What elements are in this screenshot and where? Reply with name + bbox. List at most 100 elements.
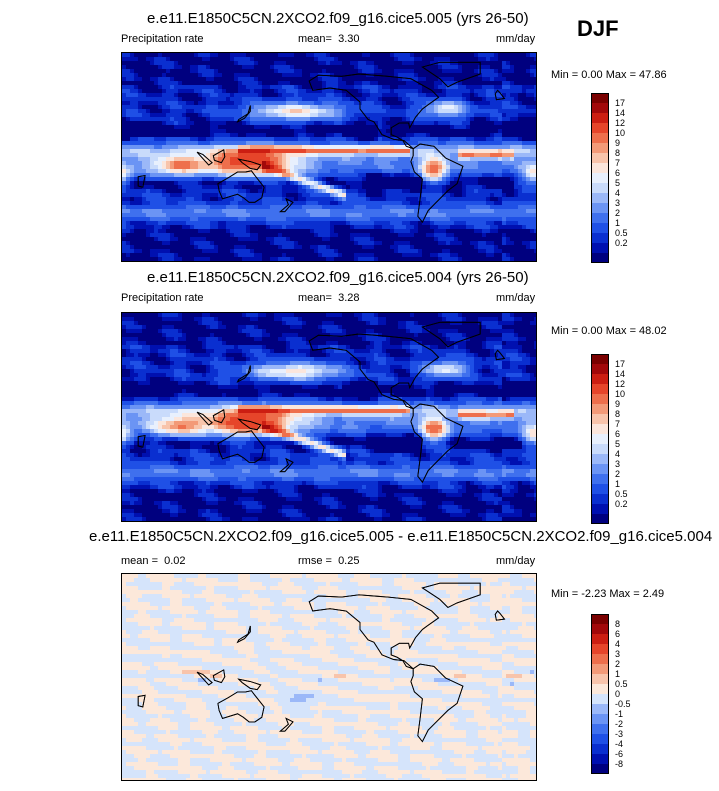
colorbar-tick-label: 6 (615, 429, 621, 439)
colorbar-tick-label: 4 (615, 449, 621, 459)
colorbar-tick-label: -0.5 (615, 699, 631, 709)
rmse-label: rmse = 0.25 (298, 555, 360, 567)
coastline (308, 333, 440, 410)
units-label: mm/day (496, 555, 536, 567)
colorbar-tick-label: 0.5 (615, 679, 628, 689)
colorbar-tick-label: 4 (615, 639, 621, 649)
colorbar-cell (591, 424, 609, 434)
colorbar-cell (591, 624, 609, 634)
colorbar-tick-label: 0.2 (615, 499, 628, 509)
variable-label: Precipitation rate (121, 33, 204, 45)
colorbar-tick-label: 2 (615, 208, 621, 218)
colorbar-cell (591, 173, 609, 183)
coastline (421, 582, 481, 609)
coastline (421, 321, 481, 348)
coastline (279, 717, 294, 732)
colorbar-cell (591, 704, 609, 714)
colorbar-cell (591, 694, 609, 704)
colorbar-tick-label: 7 (615, 419, 621, 429)
map-canvas (122, 313, 536, 521)
colorbar-cell (591, 754, 609, 764)
colorbar-cell (591, 113, 609, 123)
colorbar-tick-label: 0.2 (615, 238, 628, 248)
difference-map (121, 573, 537, 781)
colorbar-cell (591, 634, 609, 644)
colorbar-cell (591, 614, 609, 624)
coastline (410, 403, 464, 484)
colorbar-cell (591, 714, 609, 724)
colorbar-tick-label: 8 (615, 148, 621, 158)
colorbar-cell (591, 354, 609, 364)
colorbar-tick-label: 10 (615, 389, 626, 399)
coastline (137, 694, 146, 708)
coastline (137, 174, 146, 188)
colorbar-cell (591, 374, 609, 384)
colorbar-cell (591, 243, 609, 253)
map-canvas (122, 574, 536, 780)
coastline (494, 89, 506, 101)
colorbar-tick-label: 6 (615, 629, 621, 639)
colorbar-cell (591, 103, 609, 113)
colorbar-cell (591, 394, 609, 404)
colorbar-tick-label: 17 (615, 98, 626, 108)
colorbar-cell (591, 734, 609, 744)
mean-value: 0.02 (164, 555, 186, 567)
colorbar-tick-label: 10 (615, 128, 626, 138)
colorbar-cell (591, 233, 609, 243)
coastline (237, 158, 262, 171)
colorbar-cell (591, 454, 609, 464)
colorbar-tick-label: 5 (615, 439, 621, 449)
coastline (212, 409, 226, 424)
coastline (196, 411, 213, 426)
coastline (410, 143, 464, 224)
season-label: DJF (577, 16, 619, 41)
colorbar-cell (591, 193, 609, 203)
coastline (212, 669, 226, 684)
variable-label: Precipitation rate (121, 292, 204, 304)
colorbar-tick-label: 9 (615, 399, 621, 409)
precip-map-2 (121, 312, 537, 522)
coastline (421, 61, 481, 88)
colorbar-tick-label: 0.5 (615, 228, 628, 238)
colorbar-tick-label: 3 (615, 198, 621, 208)
rmse-value: 0.25 (338, 555, 360, 567)
map-canvas (122, 53, 536, 261)
coastline (196, 151, 213, 166)
colorbar-tick-label: 1 (615, 669, 621, 679)
colorbar-cell (591, 474, 609, 484)
colorbar-tick-label: 14 (615, 108, 626, 118)
mean-label: mean= 3.28 (298, 292, 360, 304)
precip-map-1 (121, 52, 537, 262)
colorbar-cell (591, 504, 609, 514)
colorbar-tick-label: 3 (615, 649, 621, 659)
colorbar-cell (591, 724, 609, 734)
colorbar-cell (591, 213, 609, 223)
coastline (217, 430, 265, 463)
colorbar-tick-label: 1 (615, 479, 621, 489)
coastline (410, 663, 464, 743)
colorbar-tick-label: 6 (615, 168, 621, 178)
colorbar-cell (591, 464, 609, 474)
colorbar-tick-label: -6 (615, 749, 624, 759)
colorbar-tick-label: 12 (615, 379, 626, 389)
coastline (494, 610, 506, 621)
colorbar-tick-label: 1 (615, 218, 621, 228)
panel-title: e.e11.E1850C5CN.2XCO2.f09_g16.cice5.005 … (147, 10, 529, 27)
colorbar-tick-label: 9 (615, 138, 621, 148)
mean-label: mean = 0.02 (121, 555, 186, 567)
colorbar-cell (591, 163, 609, 173)
min-max-label: Min = -2.23 Max = 2.49 (551, 588, 665, 600)
colorbar-tick-label: -1 (615, 709, 624, 719)
colorbar-tick-label: -8 (615, 759, 624, 769)
colorbar-cell (591, 764, 609, 774)
colorbar-cell (591, 143, 609, 153)
colorbar-tick-label: 5 (615, 178, 621, 188)
colorbar-cell (591, 133, 609, 143)
coastline (279, 197, 294, 213)
coastline (236, 105, 251, 123)
colorbar-tick-label: 4 (615, 188, 621, 198)
coastline (217, 690, 265, 723)
min-max-label: Min = 0.00 Max = 47.86 (551, 69, 667, 81)
coastline (308, 73, 440, 150)
coastline (212, 149, 226, 164)
